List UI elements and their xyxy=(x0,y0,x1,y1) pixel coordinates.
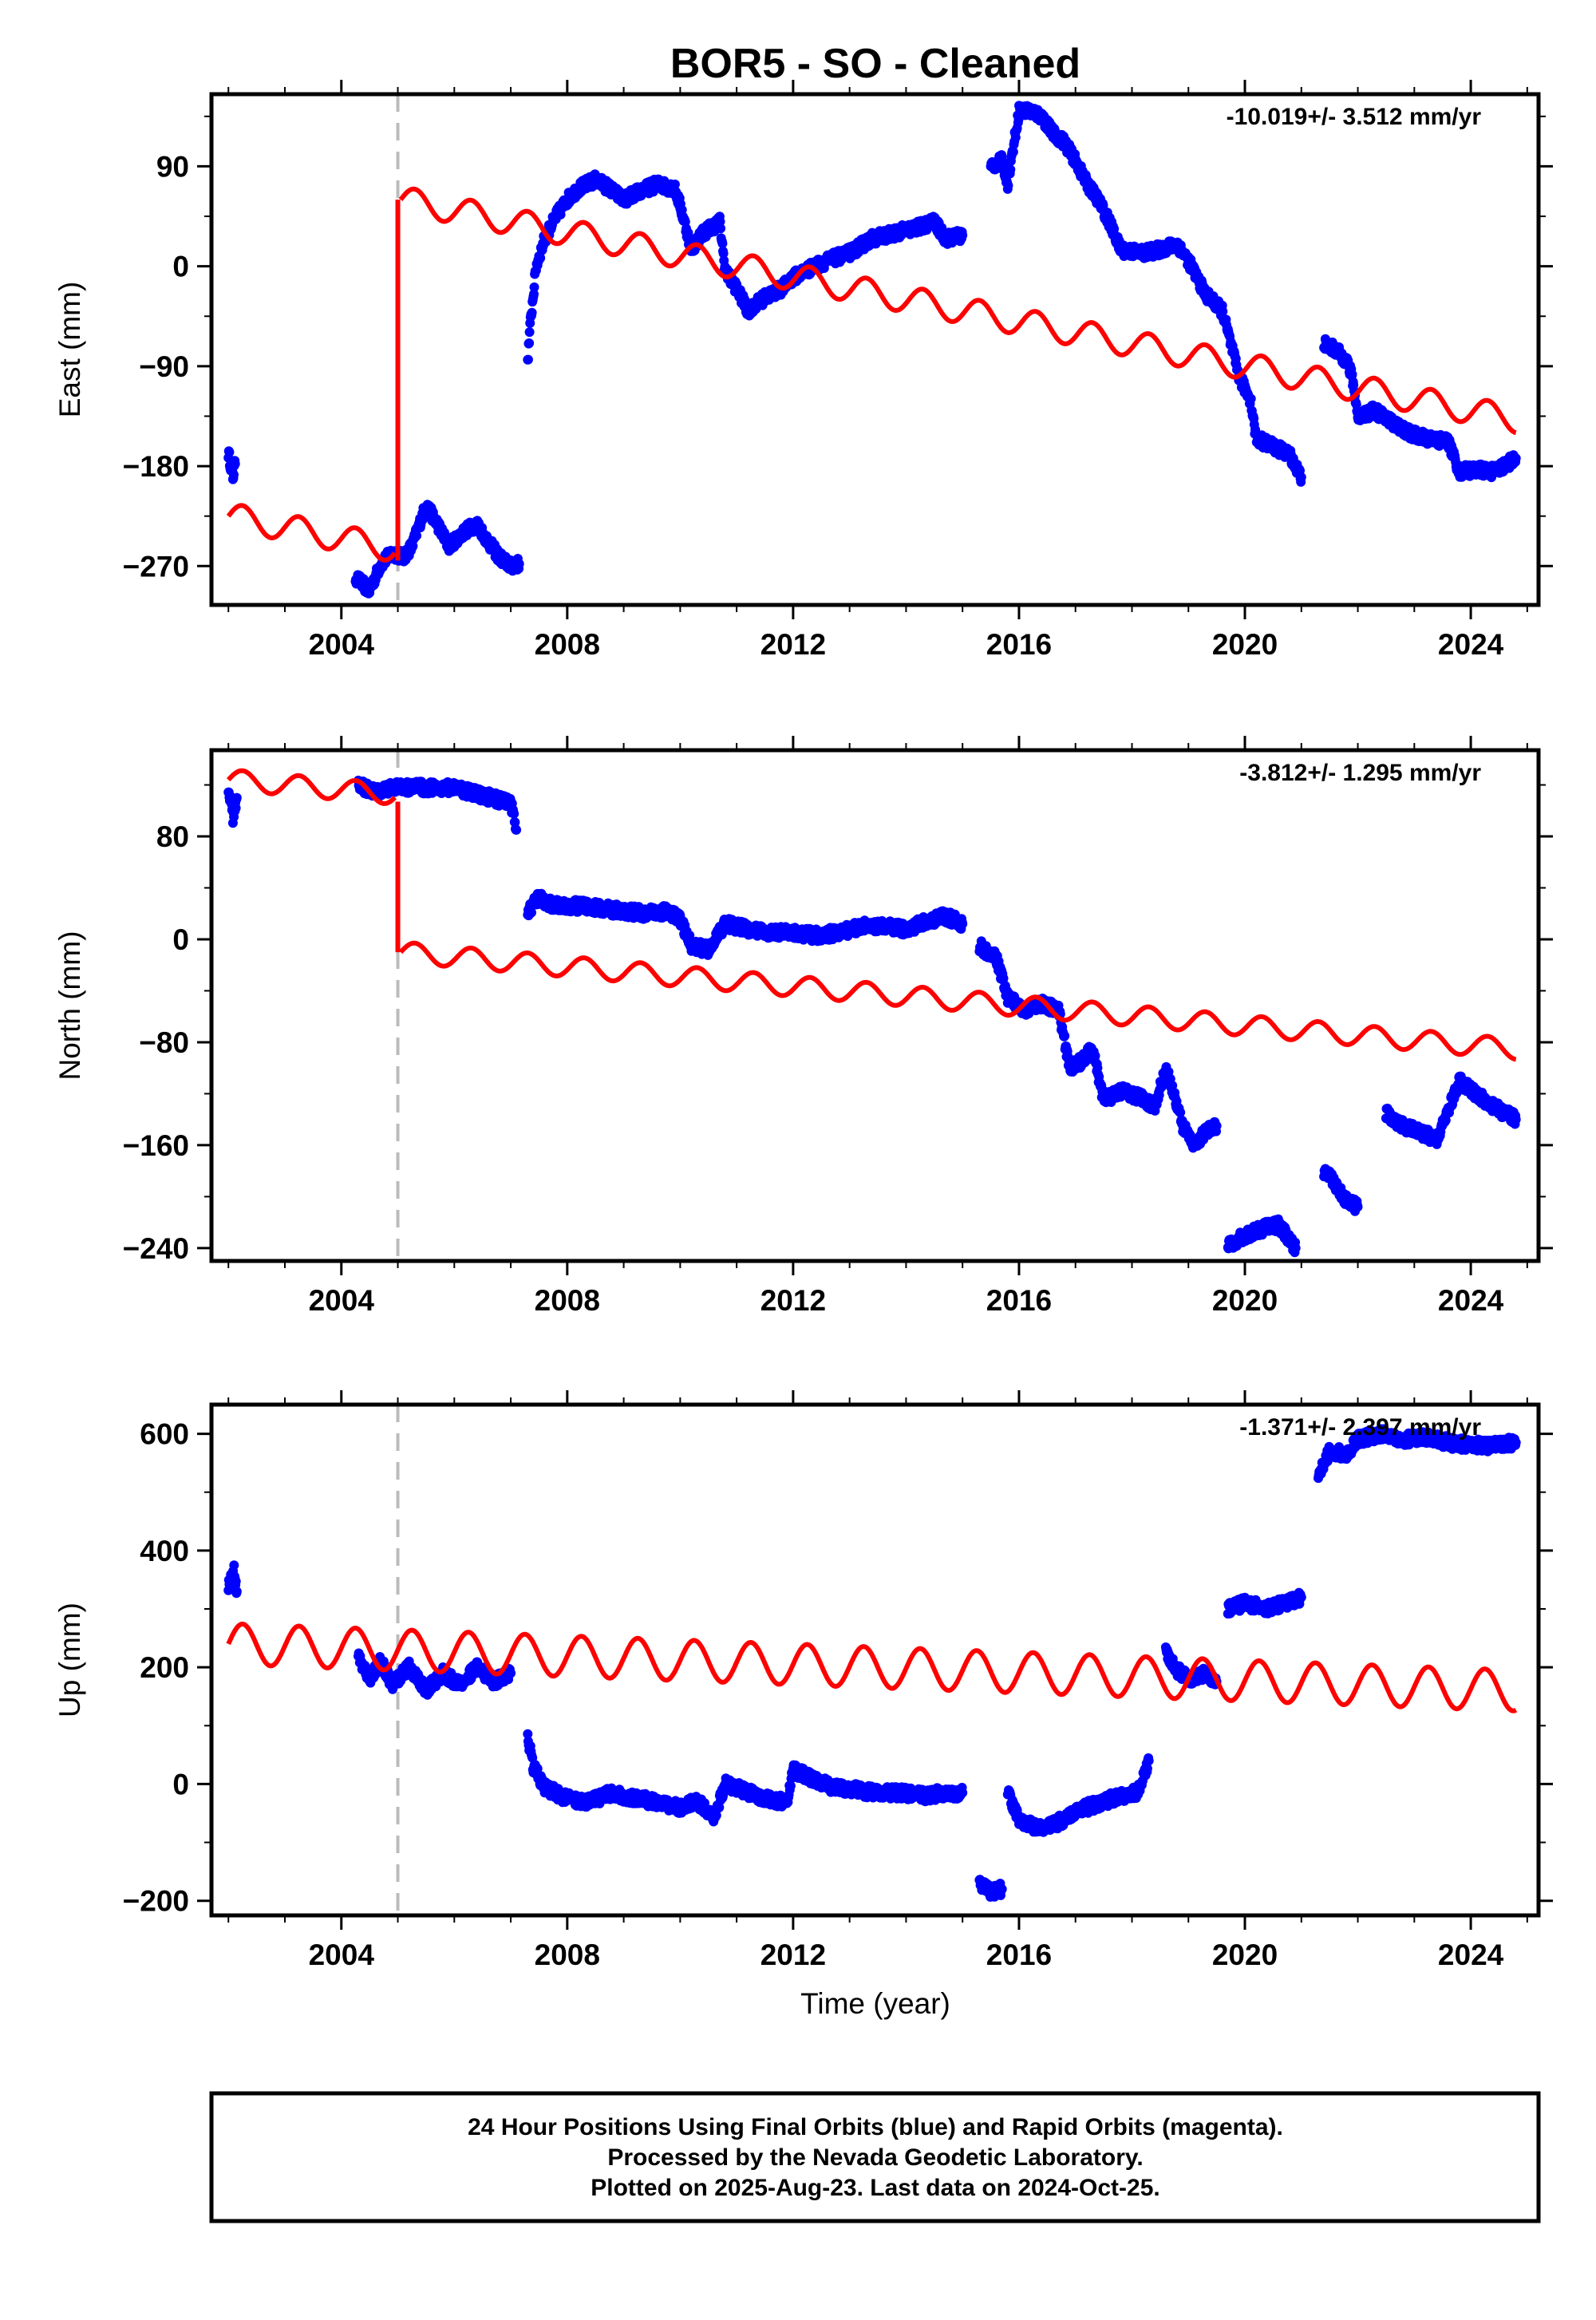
x-tick-label: 2004 xyxy=(309,1284,375,1317)
y-tick-label: −160 xyxy=(123,1129,189,1162)
observation-point xyxy=(509,809,519,819)
x-tick-label: 2020 xyxy=(1212,628,1278,661)
observation-point xyxy=(524,338,534,348)
observation-point xyxy=(224,448,234,457)
x-tick-label: 2024 xyxy=(1438,628,1504,661)
y-tick-label: 0 xyxy=(172,923,189,956)
y-tick-label: −90 xyxy=(139,350,189,383)
x-tick-label: 2012 xyxy=(760,1939,826,1971)
y-tick-label: 200 xyxy=(140,1651,189,1684)
x-tick-label: 2008 xyxy=(535,1284,600,1317)
y-tick-label: −200 xyxy=(123,1885,189,1918)
x-tick-label: 2004 xyxy=(309,1939,375,1971)
y-tick-label: −240 xyxy=(123,1232,189,1265)
y-tick-label: 400 xyxy=(140,1535,189,1567)
observation-point xyxy=(1511,453,1521,463)
y-axis-label: Up (mm) xyxy=(53,1603,86,1717)
observation-point xyxy=(525,327,535,337)
y-axis-label: East (mm) xyxy=(53,282,86,418)
x-tick-label: 2024 xyxy=(1438,1939,1504,1971)
observation-point xyxy=(1353,1202,1363,1211)
model-line xyxy=(401,189,1516,433)
x-tick-label: 2008 xyxy=(535,628,600,661)
y-tick-label: −180 xyxy=(123,450,189,483)
y-tick-label: 0 xyxy=(172,1768,189,1800)
east-panel: 2004 2008 2012 2016 2020 2024 −270 −180 −90 0 90 Ea… xyxy=(53,80,1553,661)
observation-point xyxy=(229,1560,239,1570)
x-tick-label: 2016 xyxy=(986,628,1052,661)
north-model xyxy=(228,771,1516,1060)
observation-point xyxy=(231,804,241,813)
x-tick-label: 2016 xyxy=(986,1939,1052,1971)
observation-point xyxy=(527,908,536,918)
observation-point xyxy=(229,470,239,480)
x-tick-label: 2016 xyxy=(986,1284,1052,1317)
model-line xyxy=(401,943,1516,1060)
observation-point xyxy=(515,559,524,569)
x-tick-label: 2024 xyxy=(1438,1284,1504,1317)
observation-point xyxy=(1212,1121,1222,1131)
observation-point xyxy=(232,1587,242,1596)
y-tick-label: −80 xyxy=(139,1026,189,1059)
y-tick-label: −270 xyxy=(123,550,189,583)
y-tick-label: 600 xyxy=(140,1418,189,1451)
up-observations xyxy=(223,1424,1521,1901)
north-observations xyxy=(223,776,1521,1257)
y-tick-label: 80 xyxy=(156,820,189,853)
observation-point xyxy=(1005,165,1015,175)
x-tick-label: 2008 xyxy=(535,1939,600,1971)
observation-point xyxy=(958,919,967,929)
observation-point xyxy=(1060,1031,1069,1041)
observation-point xyxy=(232,793,242,803)
velocity-label: -3.812+/- 1.295 mm/yr xyxy=(1239,760,1481,786)
observation-point xyxy=(1511,1115,1521,1124)
up-panel: 2004 2008 2012 2016 2020 2024 −200 0 200 400 600 Up… xyxy=(53,1390,1553,1971)
north-panel: 2004 2008 2012 2016 2020 2024 −240 −160 −80 0 80 No… xyxy=(53,736,1553,1317)
y-tick-label: 0 xyxy=(172,251,189,283)
y-tick-label: 90 xyxy=(156,150,189,183)
x-tick-label: 2012 xyxy=(760,1284,826,1317)
observation-point xyxy=(512,825,521,835)
observation-point xyxy=(1246,394,1256,404)
observation-point xyxy=(523,355,533,365)
observation-point xyxy=(527,308,537,318)
x-tick-label: 2004 xyxy=(309,628,375,661)
east-observations xyxy=(223,101,1521,598)
x-tick-label: 2020 xyxy=(1212,1939,1278,1971)
observation-point xyxy=(1291,1243,1301,1253)
observation-point xyxy=(231,459,240,468)
observation-point xyxy=(231,1577,241,1587)
velocity-label: -10.019+/- 3.512 mm/yr xyxy=(1227,104,1482,130)
x-tick-label: 2012 xyxy=(760,628,826,661)
observation-point xyxy=(1297,472,1306,482)
observation-point xyxy=(1003,181,1013,191)
x-tick-label: 2020 xyxy=(1212,1284,1278,1317)
observation-point xyxy=(958,231,967,240)
panels-container: 2004 2008 2012 2016 2020 2024 −270 −180 −90 0 90 Ea… xyxy=(53,80,1553,1971)
observation-point xyxy=(530,283,539,292)
model-line xyxy=(228,505,395,560)
observation-point xyxy=(716,223,725,233)
y-axis-label: North (mm) xyxy=(53,931,86,1080)
